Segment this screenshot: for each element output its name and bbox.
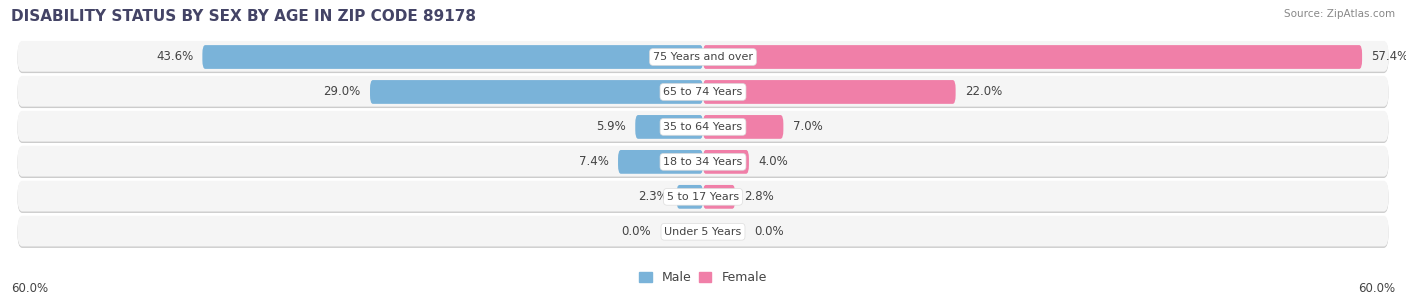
FancyBboxPatch shape [370,80,703,104]
Text: 0.0%: 0.0% [755,225,785,238]
FancyBboxPatch shape [17,76,1389,107]
FancyBboxPatch shape [619,150,703,174]
Text: 22.0%: 22.0% [965,85,1002,98]
Text: 5.9%: 5.9% [596,120,626,133]
Text: 43.6%: 43.6% [156,50,193,64]
FancyBboxPatch shape [17,111,1389,142]
Text: 7.4%: 7.4% [579,155,609,168]
FancyBboxPatch shape [676,185,703,209]
FancyBboxPatch shape [17,216,1389,247]
Text: 75 Years and over: 75 Years and over [652,52,754,62]
FancyBboxPatch shape [17,146,1389,177]
Text: 35 to 64 Years: 35 to 64 Years [664,122,742,132]
Text: 57.4%: 57.4% [1371,50,1406,64]
Text: 2.8%: 2.8% [744,190,775,203]
Text: Source: ZipAtlas.com: Source: ZipAtlas.com [1284,9,1395,19]
Text: 7.0%: 7.0% [793,120,823,133]
FancyBboxPatch shape [703,45,1362,69]
FancyBboxPatch shape [17,42,1389,73]
Text: 65 to 74 Years: 65 to 74 Years [664,87,742,97]
FancyBboxPatch shape [17,112,1389,143]
FancyBboxPatch shape [17,182,1389,213]
FancyBboxPatch shape [17,217,1389,248]
Text: 60.0%: 60.0% [11,282,48,295]
FancyBboxPatch shape [703,115,783,139]
Text: 18 to 34 Years: 18 to 34 Years [664,157,742,167]
Text: 5 to 17 Years: 5 to 17 Years [666,192,740,202]
FancyBboxPatch shape [636,115,703,139]
Text: 29.0%: 29.0% [323,85,361,98]
FancyBboxPatch shape [703,185,735,209]
FancyBboxPatch shape [17,41,1389,72]
FancyBboxPatch shape [703,150,749,174]
Text: 2.3%: 2.3% [638,190,668,203]
Text: 0.0%: 0.0% [621,225,651,238]
Text: 60.0%: 60.0% [1358,282,1395,295]
Text: 4.0%: 4.0% [758,155,787,168]
FancyBboxPatch shape [17,181,1389,212]
FancyBboxPatch shape [17,77,1389,108]
Text: DISABILITY STATUS BY SEX BY AGE IN ZIP CODE 89178: DISABILITY STATUS BY SEX BY AGE IN ZIP C… [11,9,477,24]
FancyBboxPatch shape [202,45,703,69]
FancyBboxPatch shape [17,147,1389,178]
FancyBboxPatch shape [703,80,956,104]
Text: Under 5 Years: Under 5 Years [665,227,741,237]
Legend: Male, Female: Male, Female [634,266,772,289]
